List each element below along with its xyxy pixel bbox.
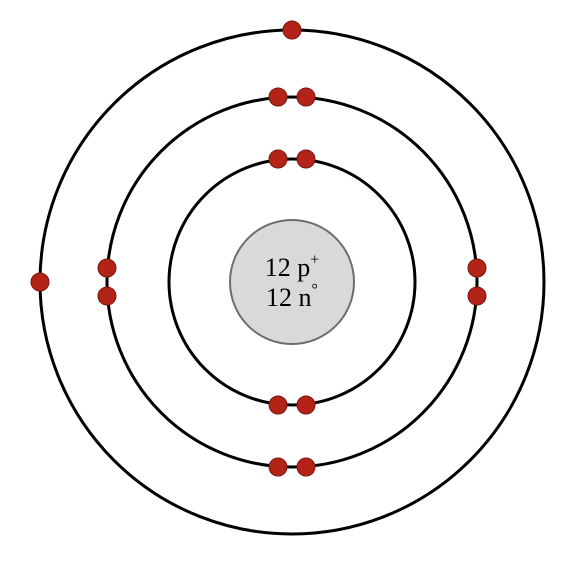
- electron-shell2-1b: [269, 458, 287, 476]
- neutrons-label: 12 n°: [266, 281, 318, 312]
- electron-shell2-0a: [269, 88, 287, 106]
- electron-shell1-0a: [269, 150, 287, 168]
- electron-shell3-1: [31, 273, 49, 291]
- electron-shell2-2b: [468, 287, 486, 305]
- bohr-model-diagram: { "diagram": { "type": "bohr-model", "ca…: [0, 0, 572, 562]
- electron-shell1-1b: [269, 396, 287, 414]
- electron-shell2-0b: [297, 88, 315, 106]
- electron-shell2-3a: [98, 287, 116, 305]
- electron-shell2-1a: [297, 458, 315, 476]
- electron-shell2-3b: [98, 259, 116, 277]
- electron-shell2-2a: [468, 259, 486, 277]
- electron-shell1-0b: [297, 150, 315, 168]
- electron-shell1-1a: [297, 396, 315, 414]
- atom-svg: 12 p+12 n°: [0, 0, 572, 562]
- electron-shell3-0: [283, 21, 301, 39]
